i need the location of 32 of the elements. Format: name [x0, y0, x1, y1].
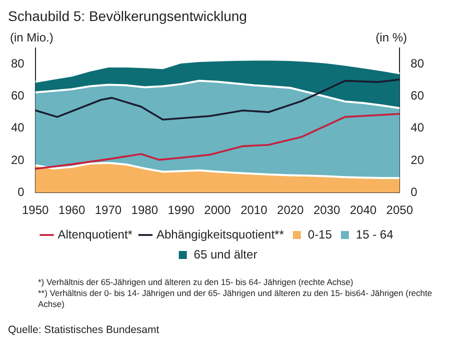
x-tick-label: 2040	[350, 203, 377, 218]
text: *) Verhältnis der 65-Jährigen und älteren zu den 15- bis 64- Jährigen (rechte Achse)	[38, 277, 354, 288]
x-tick-label: 1980	[131, 203, 158, 218]
y2-axis-title: (in %)	[376, 30, 407, 44]
y2-tick-label: 60	[410, 88, 424, 103]
y-tick-label: 20	[10, 152, 25, 167]
legend-label: 15 - 64	[356, 227, 394, 242]
text: **) Verhältnis der 0- bis 14- Jährigen und der 65- Jährigen und älteren zu den 15- bis64- Jährigen (rechte Achse)	[38, 288, 434, 310]
legend-label: Abhängigkeitsquotient**	[156, 227, 284, 242]
x-tick-label: 1970	[94, 203, 122, 218]
x-tick-label: 2050	[386, 203, 414, 218]
y2-tick-label: 80	[410, 56, 424, 70]
x-tick-label: 2010	[240, 203, 268, 218]
y-tick-label: 60	[10, 88, 25, 103]
chart-title: Schaubild 5: Bevölkerungsentwicklung	[8, 8, 248, 24]
x-tick-label: 2030	[313, 203, 340, 218]
y2-tick-label: 20	[410, 152, 424, 167]
x-tick-label: 2000	[204, 203, 232, 218]
y-tick-label: 80	[10, 56, 25, 70]
y-axis-title: (in Mio.)	[10, 30, 54, 44]
x-tick-label: 1960	[58, 203, 86, 218]
x-tick-label: 2020	[277, 203, 304, 218]
y2-tick-label: 40	[410, 120, 424, 135]
source-note: Quelle: Statistisches Bundesamt	[8, 324, 160, 336]
y-tick-label: 0	[18, 184, 25, 199]
legend-label: 65 und älter	[194, 247, 258, 262]
x-tick-label: 1990	[168, 203, 195, 218]
x-tick-label: 1950	[22, 203, 50, 218]
y-tick-label: 40	[10, 120, 25, 135]
legend-label: Altenquotient*	[58, 227, 133, 242]
legend-label: 0-15	[308, 227, 332, 242]
y2-tick-label: 0	[410, 184, 418, 199]
